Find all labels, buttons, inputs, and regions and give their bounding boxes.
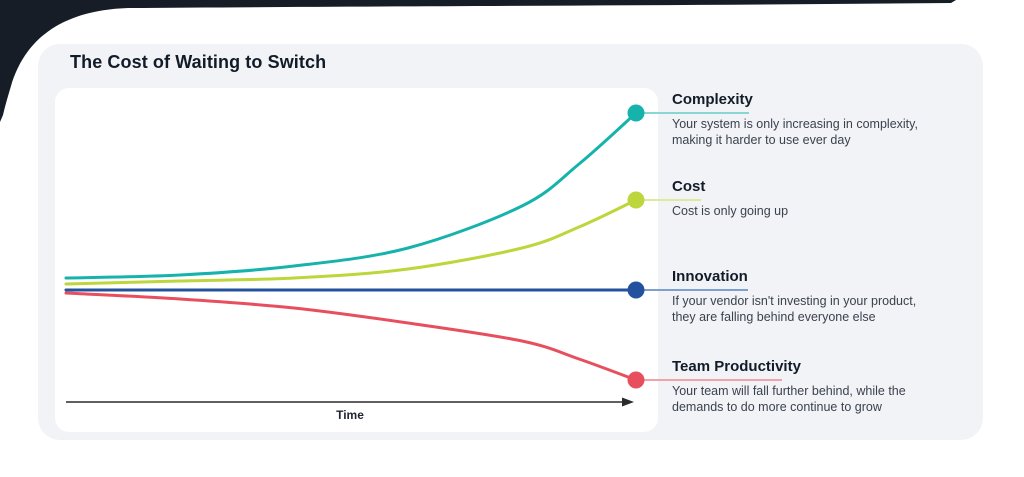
legend-item-label: Cost [672, 178, 706, 195]
legend-item-description: Your system is only increasing in comple… [672, 117, 918, 147]
legend-item-innovation: Innovation If your vendor isn't investing… [672, 268, 972, 325]
legend-item-cost: Cost Cost is only going up [672, 178, 972, 220]
plot-area [55, 88, 658, 432]
legend-item-label: Innovation [672, 268, 748, 285]
legend-item-team-productivity: Team Productivity Your team will fall fur… [672, 358, 972, 415]
chart-title: The Cost of Waiting to Switch [70, 52, 327, 72]
x-axis-label: Time [336, 408, 364, 422]
legend-item-description: If your vendor isn't investing in your p… [672, 294, 917, 324]
legend-item-label: Complexity [672, 91, 753, 108]
legend-item-description: Your team will fall further behind, whil… [672, 384, 906, 414]
legend-item-complexity: Complexity Your system is only increasing… [672, 91, 972, 148]
legend-item-label: Team Productivity [672, 358, 801, 375]
legend-item-description: Cost is only going up [672, 204, 789, 218]
